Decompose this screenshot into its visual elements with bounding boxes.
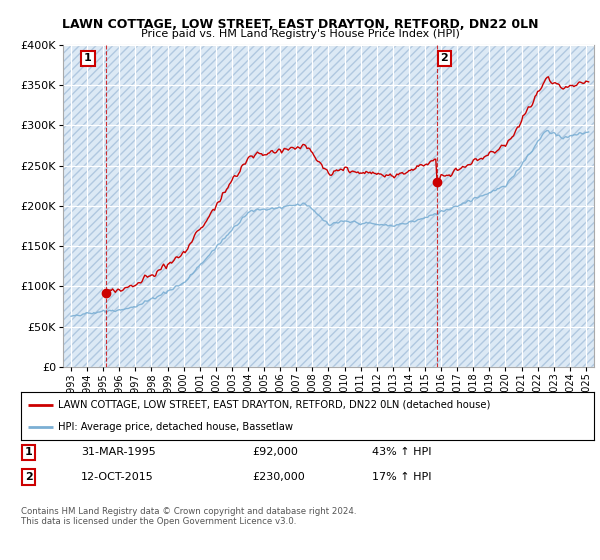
Text: £92,000: £92,000 [252,447,298,458]
Text: LAWN COTTAGE, LOW STREET, EAST DRAYTON, RETFORD, DN22 0LN: LAWN COTTAGE, LOW STREET, EAST DRAYTON, … [62,18,538,31]
Text: 2: 2 [440,54,448,63]
Text: 31-MAR-1995: 31-MAR-1995 [81,447,156,458]
Text: Price paid vs. HM Land Registry's House Price Index (HPI): Price paid vs. HM Land Registry's House … [140,29,460,39]
Text: 17% ↑ HPI: 17% ↑ HPI [372,472,431,482]
Text: 1: 1 [25,447,32,458]
Text: 2: 2 [25,472,32,482]
Text: 43% ↑ HPI: 43% ↑ HPI [372,447,431,458]
Text: HPI: Average price, detached house, Bassetlaw: HPI: Average price, detached house, Bass… [58,422,293,432]
Text: Contains HM Land Registry data © Crown copyright and database right 2024.
This d: Contains HM Land Registry data © Crown c… [21,507,356,526]
Bar [63,45,594,367]
Text: 12-OCT-2015: 12-OCT-2015 [81,472,154,482]
Text: 1: 1 [84,54,92,63]
Text: £230,000: £230,000 [252,472,305,482]
Text: LAWN COTTAGE, LOW STREET, EAST DRAYTON, RETFORD, DN22 0LN (detached house): LAWN COTTAGE, LOW STREET, EAST DRAYTON, … [58,400,491,410]
